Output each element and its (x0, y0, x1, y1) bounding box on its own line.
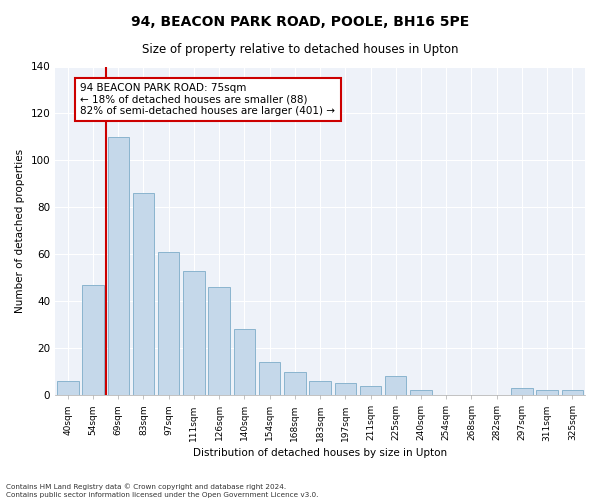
Bar (360, 386, 381, 395)
Bar (335, 384, 356, 395)
Bar (511, 388, 533, 395)
Y-axis label: Number of detached properties: Number of detached properties (15, 149, 25, 313)
Bar (57, 381, 79, 395)
Text: 94, BEACON PARK ROAD, POOLE, BH16 5PE: 94, BEACON PARK ROAD, POOLE, BH16 5PE (131, 15, 469, 29)
Bar (183, 270, 205, 395)
Bar (410, 390, 432, 395)
Bar (133, 194, 154, 395)
Bar (233, 330, 255, 395)
Text: Size of property relative to detached houses in Upton: Size of property relative to detached ho… (142, 42, 458, 56)
Text: 94 BEACON PARK ROAD: 75sqm
← 18% of detached houses are smaller (88)
82% of semi: 94 BEACON PARK ROAD: 75sqm ← 18% of deta… (80, 83, 335, 116)
Bar (158, 252, 179, 395)
Bar (562, 390, 583, 395)
Bar (82, 285, 104, 395)
Text: Contains HM Land Registry data © Crown copyright and database right 2024.
Contai: Contains HM Land Registry data © Crown c… (6, 484, 319, 498)
Bar (107, 137, 129, 395)
Bar (284, 372, 305, 395)
Bar (208, 287, 230, 395)
X-axis label: Distribution of detached houses by size in Upton: Distribution of detached houses by size … (193, 448, 447, 458)
Bar (310, 381, 331, 395)
Bar (385, 376, 406, 395)
Bar (259, 362, 280, 395)
Bar (536, 390, 558, 395)
